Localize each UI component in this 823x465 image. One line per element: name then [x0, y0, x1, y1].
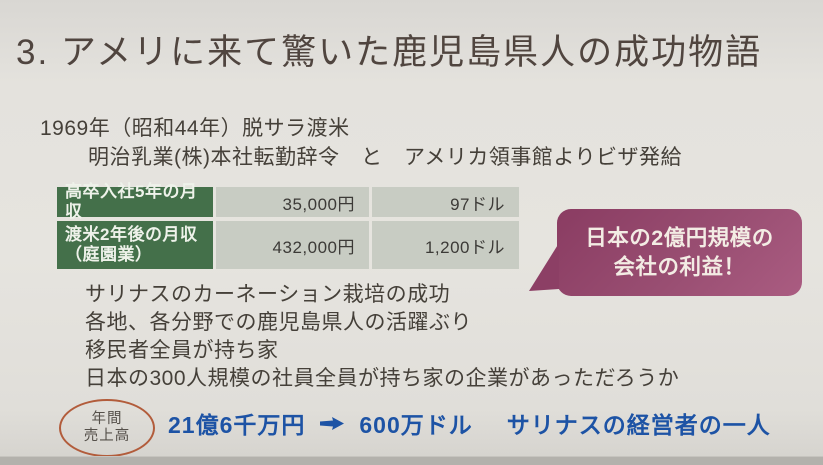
row1-label: 高卒入社5年の月収 — [65, 182, 198, 221]
row2-dollar: 1,200ドル — [424, 237, 505, 257]
callout-speech-bubble: 日本の2億円規模の 会社の利益！ — [529, 209, 802, 296]
bubble-line-1: 日本の2億円規模の — [585, 225, 774, 250]
slide-title: 3. アメリに来て驚いた鹿児島県人の成功物語 — [16, 33, 763, 72]
intro-line-2: 明治乳業(株)本社転勤辞令 と アメリカ領事館よりビザ発給 — [88, 146, 683, 169]
row1-yen: 35,000円 — [282, 194, 355, 214]
amount-dollar: 600万ドル — [359, 412, 473, 438]
row2-label: 渡米2年後の月収 （庭園業） — [65, 225, 198, 264]
table-row-label: 高卒入社5年の月収 — [57, 182, 213, 221]
row1-dollar-cell: 97ドル — [372, 187, 519, 217]
row2-yen: 432,000円 — [272, 237, 355, 257]
point-1: サリナスのカーネーション栽培の成功 — [85, 283, 451, 306]
row1-yen-cell: 35,000円 — [216, 187, 369, 217]
screen-bottom-edge — [0, 456, 823, 465]
sales-summary-line: 21億6千万円 600万ドル サリナスの経営者の一人 — [168, 406, 771, 440]
row2-dollar-cell: 1,200ドル — [372, 221, 519, 269]
point-3: 移民者全員が持ち家 — [85, 339, 279, 362]
income-comparison-table: 高卒入社5年の月収 35,000円 97ドル 渡米2年後の月収 （庭園業） 43… — [57, 182, 519, 269]
oval-line-2: 売上高 — [83, 428, 131, 444]
summary-suffix: サリナスの経営者の一人 — [506, 412, 771, 438]
point-2: 各地、各分野での鹿児島県人の活躍ぶり — [85, 311, 472, 334]
table-row-label: 渡米2年後の月収 （庭園業） — [57, 221, 213, 269]
annual-sales-oval: 年間 売上高 — [59, 399, 155, 457]
intro-line-1: 1969年（昭和44年）脱サラ渡米 — [40, 117, 350, 140]
oval-line-1: 年間 — [91, 411, 123, 427]
bullet-points: サリナスのカーネーション栽培の成功 各地、各分野での鹿児島県人の活躍ぶり 移民者… — [85, 281, 679, 393]
bubble-line-2: 会社の利益！ — [613, 254, 746, 279]
pointing-hand-right-icon — [319, 416, 345, 431]
row2-yen-cell: 432,000円 — [216, 221, 369, 269]
amount-yen: 21億6千万円 — [168, 412, 306, 438]
point-4: 日本の300人規模の社員全員が持ち家の企業があっただろうか — [85, 367, 680, 390]
row1-dollar: 97ドル — [450, 194, 505, 214]
